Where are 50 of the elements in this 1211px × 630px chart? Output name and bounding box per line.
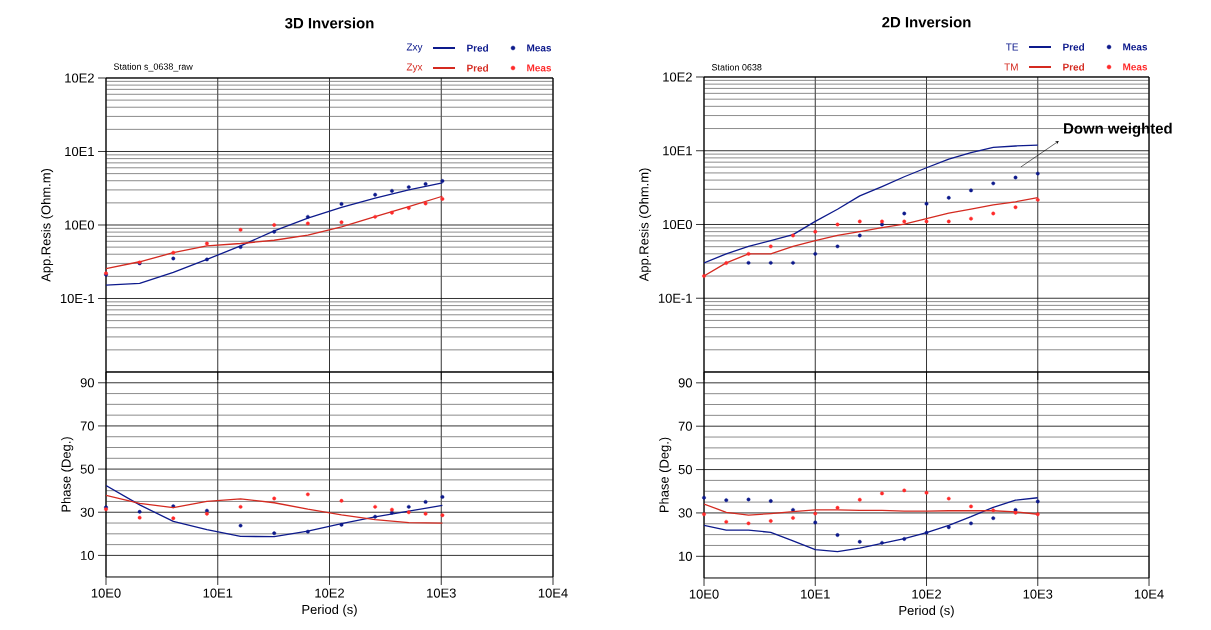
y-tick-label: 10E-1 xyxy=(60,293,94,304)
x-axis-title: Period (s) xyxy=(899,605,954,618)
legend-label: Meas xyxy=(1123,63,1148,71)
y-tick-label: 90 xyxy=(80,378,94,388)
y-tick-label: 90 xyxy=(678,378,692,388)
x-tick-label: 10E0 xyxy=(689,589,719,599)
x-tick-label: 10E4 xyxy=(1134,589,1164,599)
y-tick-label: 70 xyxy=(678,421,692,431)
text: TE xyxy=(1005,43,1019,51)
y-tick-label: 50 xyxy=(80,464,94,474)
x-tick-label: 10E3 xyxy=(427,588,456,598)
y-tick-label: 10E1 xyxy=(65,146,94,157)
x-tick-label: 10E3 xyxy=(1023,589,1053,599)
text: Zxy xyxy=(406,43,423,53)
y-tick-label: 50 xyxy=(678,464,692,475)
text: Zyx xyxy=(406,63,423,73)
y-tick-label: 10 xyxy=(81,550,94,560)
legend-label: Pred xyxy=(467,44,489,52)
y-tick-label: 10 xyxy=(679,551,692,561)
y-axis-title: Phase (Deg.) xyxy=(659,437,672,513)
x-tick-label: 10E0 xyxy=(91,588,121,598)
chart-subtitle: Station 0638 xyxy=(711,63,762,71)
x-tick-label: 10E2 xyxy=(315,588,344,598)
y-tick-label: 10E2 xyxy=(65,73,94,83)
x-tick-label: 10E1 xyxy=(203,588,233,598)
y-tick-label: 30 xyxy=(678,508,692,518)
chart-title: 3D Inversion xyxy=(285,17,374,29)
y-tick-label: 10E0 xyxy=(663,219,692,230)
x-tick-label: 10E2 xyxy=(912,589,941,599)
y-tick-label: 70 xyxy=(80,421,94,431)
chart-subtitle: Station s_0638_raw xyxy=(113,63,193,72)
legend-label: Pred xyxy=(1063,63,1085,71)
y-tick-label: 10E2 xyxy=(663,72,692,82)
legend-label: Pred xyxy=(467,64,489,72)
text: TM xyxy=(1004,63,1018,71)
y-tick-label: 10E1 xyxy=(663,146,692,156)
y-tick-label: 10E0 xyxy=(65,220,94,230)
x-axis-title: Period (s) xyxy=(302,604,357,617)
legend-label: Meas xyxy=(1123,43,1148,51)
x-tick-label: 10E4 xyxy=(538,588,568,598)
y-tick-label: 10E-1 xyxy=(658,293,692,303)
legend-label: Meas xyxy=(527,64,552,72)
x-tick-label: 10E1 xyxy=(801,589,830,599)
y-axis-title: App.Resis (Ohm.m) xyxy=(41,168,54,282)
legend-label: Meas xyxy=(527,44,552,52)
chart-title: 2D Inversion xyxy=(882,16,971,28)
legend-label: Pred xyxy=(1063,43,1085,51)
y-axis-title: Phase (Deg.) xyxy=(61,437,74,512)
y-axis-title: App.Resis (Ohm.m) xyxy=(639,168,652,282)
y-tick-label: 30 xyxy=(80,507,94,517)
